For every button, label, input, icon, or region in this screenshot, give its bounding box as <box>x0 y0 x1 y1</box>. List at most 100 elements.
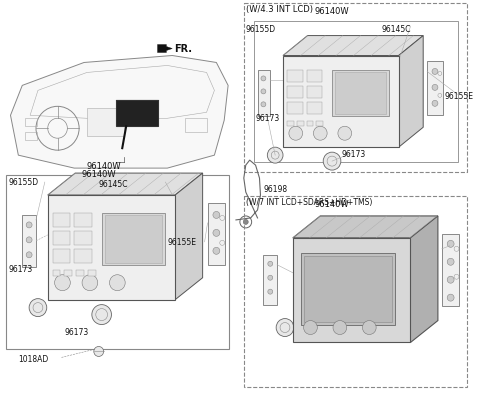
Circle shape <box>338 126 352 140</box>
Polygon shape <box>48 173 203 195</box>
Bar <box>264 255 277 305</box>
Text: 96140W: 96140W <box>315 7 349 16</box>
Bar <box>25 132 37 140</box>
Text: 1018AD: 1018AD <box>18 355 48 364</box>
Polygon shape <box>157 45 172 52</box>
Text: 96145C: 96145C <box>381 24 410 33</box>
Bar <box>116 100 157 126</box>
Polygon shape <box>410 216 438 342</box>
Polygon shape <box>293 216 438 238</box>
Bar <box>287 86 302 98</box>
Bar <box>22 215 36 267</box>
Text: 96140W: 96140W <box>86 162 121 171</box>
Circle shape <box>289 126 302 140</box>
Text: 96155E: 96155E <box>445 92 474 101</box>
Text: FR.: FR. <box>174 44 192 54</box>
Text: 96140W: 96140W <box>315 200 349 209</box>
Circle shape <box>26 252 32 258</box>
Bar <box>25 118 37 126</box>
Bar <box>253 20 457 162</box>
Circle shape <box>261 76 266 81</box>
Circle shape <box>94 346 104 357</box>
Circle shape <box>109 275 125 291</box>
Bar <box>287 102 302 114</box>
Bar <box>258 71 270 116</box>
Circle shape <box>268 261 273 266</box>
Circle shape <box>447 276 454 283</box>
Bar <box>48 195 175 299</box>
Circle shape <box>447 294 454 301</box>
Circle shape <box>333 321 347 335</box>
Bar <box>287 71 302 82</box>
Bar <box>427 61 443 115</box>
Text: 96140W: 96140W <box>82 170 116 179</box>
Bar <box>442 234 459 306</box>
Bar <box>74 213 92 227</box>
Text: 96145C: 96145C <box>99 180 128 189</box>
Text: 96173: 96173 <box>255 114 280 123</box>
Circle shape <box>55 275 70 291</box>
Circle shape <box>447 258 454 265</box>
Text: (W/7 INT LCD+SDARS+HD+TMS): (W/7 INT LCD+SDARS+HD+TMS) <box>246 198 372 207</box>
Bar <box>53 249 70 263</box>
Text: 96155D: 96155D <box>246 24 276 33</box>
Circle shape <box>26 222 32 228</box>
Circle shape <box>304 321 317 335</box>
Text: 96155D: 96155D <box>9 178 39 187</box>
Bar <box>283 56 399 147</box>
Text: 96198: 96198 <box>264 185 288 194</box>
Bar <box>76 270 84 276</box>
Bar <box>87 108 124 136</box>
Bar <box>293 238 410 342</box>
Circle shape <box>213 247 220 254</box>
Circle shape <box>323 152 341 170</box>
Text: (W/4.3 INT LCD): (W/4.3 INT LCD) <box>246 5 313 14</box>
Circle shape <box>261 102 266 107</box>
Circle shape <box>243 219 248 225</box>
Bar <box>6 175 229 349</box>
Circle shape <box>213 212 220 218</box>
Polygon shape <box>283 35 423 56</box>
Bar <box>335 72 386 114</box>
Bar <box>74 249 92 263</box>
Bar <box>332 71 389 116</box>
Circle shape <box>261 89 266 94</box>
Circle shape <box>268 289 273 294</box>
Text: 96173: 96173 <box>64 327 89 336</box>
Circle shape <box>313 126 327 140</box>
Circle shape <box>432 100 438 106</box>
Bar <box>53 231 70 245</box>
Text: 96173: 96173 <box>9 265 33 274</box>
Bar <box>53 270 60 276</box>
Polygon shape <box>11 56 228 168</box>
Bar <box>297 121 304 126</box>
Circle shape <box>268 275 273 280</box>
Bar <box>287 121 294 126</box>
Bar <box>300 253 395 325</box>
Circle shape <box>432 69 438 74</box>
Circle shape <box>362 321 376 335</box>
Bar <box>64 270 72 276</box>
Bar <box>307 86 322 98</box>
Polygon shape <box>175 173 203 299</box>
Bar <box>207 203 225 265</box>
Circle shape <box>267 147 283 163</box>
Circle shape <box>82 275 98 291</box>
Bar <box>88 270 96 276</box>
Bar <box>307 71 322 82</box>
Circle shape <box>26 237 32 243</box>
Bar <box>244 3 468 172</box>
Bar <box>53 213 70 227</box>
Text: 96173: 96173 <box>342 150 366 159</box>
Bar <box>185 118 206 132</box>
Circle shape <box>213 229 220 236</box>
Circle shape <box>92 305 111 325</box>
Bar <box>316 121 323 126</box>
Bar <box>102 213 166 265</box>
Circle shape <box>432 84 438 90</box>
Text: 96155E: 96155E <box>168 238 196 247</box>
Bar <box>105 215 162 263</box>
Bar <box>244 196 468 387</box>
Circle shape <box>276 319 294 336</box>
Bar <box>304 256 392 322</box>
